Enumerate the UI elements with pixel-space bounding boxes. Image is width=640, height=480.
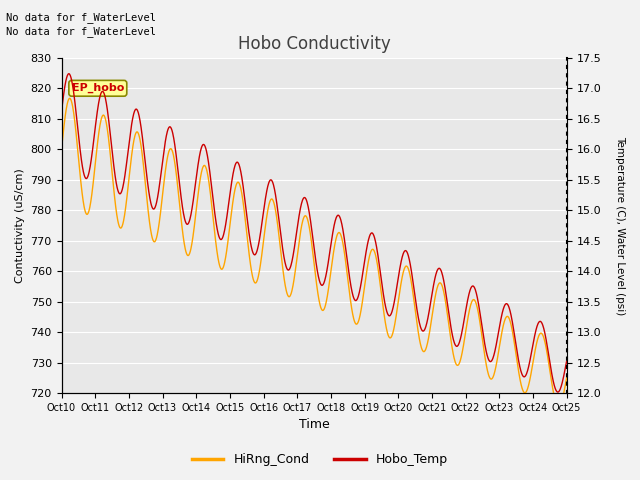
Text: No data for f_WaterLevel: No data for f_WaterLevel: [6, 26, 156, 37]
Y-axis label: Contuctivity (uS/cm): Contuctivity (uS/cm): [15, 168, 25, 283]
Title: Hobo Conductivity: Hobo Conductivity: [237, 35, 390, 53]
X-axis label: Time: Time: [299, 419, 330, 432]
Text: EP_hobo: EP_hobo: [72, 83, 124, 94]
Legend: HiRng_Cond, Hobo_Temp: HiRng_Cond, Hobo_Temp: [187, 448, 453, 471]
Text: No data for f_WaterLevel: No data for f_WaterLevel: [6, 12, 156, 23]
Y-axis label: Temperature (C), Water Level (psi): Temperature (C), Water Level (psi): [615, 136, 625, 315]
